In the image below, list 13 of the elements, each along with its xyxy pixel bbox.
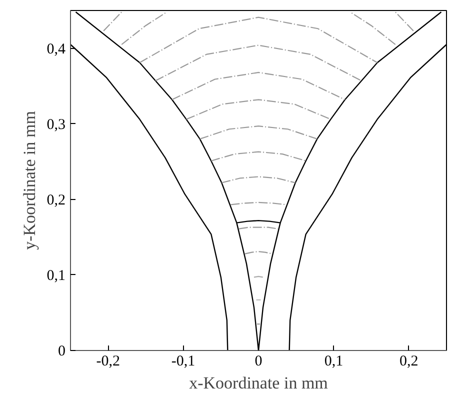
x-tick-label: -0,2 — [96, 354, 120, 370]
line-series — [70, 44, 228, 350]
x-tick-label: 0,2 — [400, 354, 418, 370]
y-tick-label: 0,4 — [46, 41, 66, 58]
y-tick-label: 0 — [58, 344, 66, 360]
y-tick-label: 0,1 — [46, 268, 66, 284]
x-axis-title: x-Koordinate in mm — [189, 374, 328, 392]
y-tick-label: 0,3 — [46, 116, 66, 133]
x-tick-label: -0,1 — [171, 354, 196, 370]
y-tick-label: 0,2 — [46, 192, 66, 208]
x-tick-label: 0,1 — [324, 354, 344, 370]
y-axis-title: y-Koordinate in mm — [20, 111, 39, 250]
x-tick-label: 0 — [254, 354, 262, 370]
